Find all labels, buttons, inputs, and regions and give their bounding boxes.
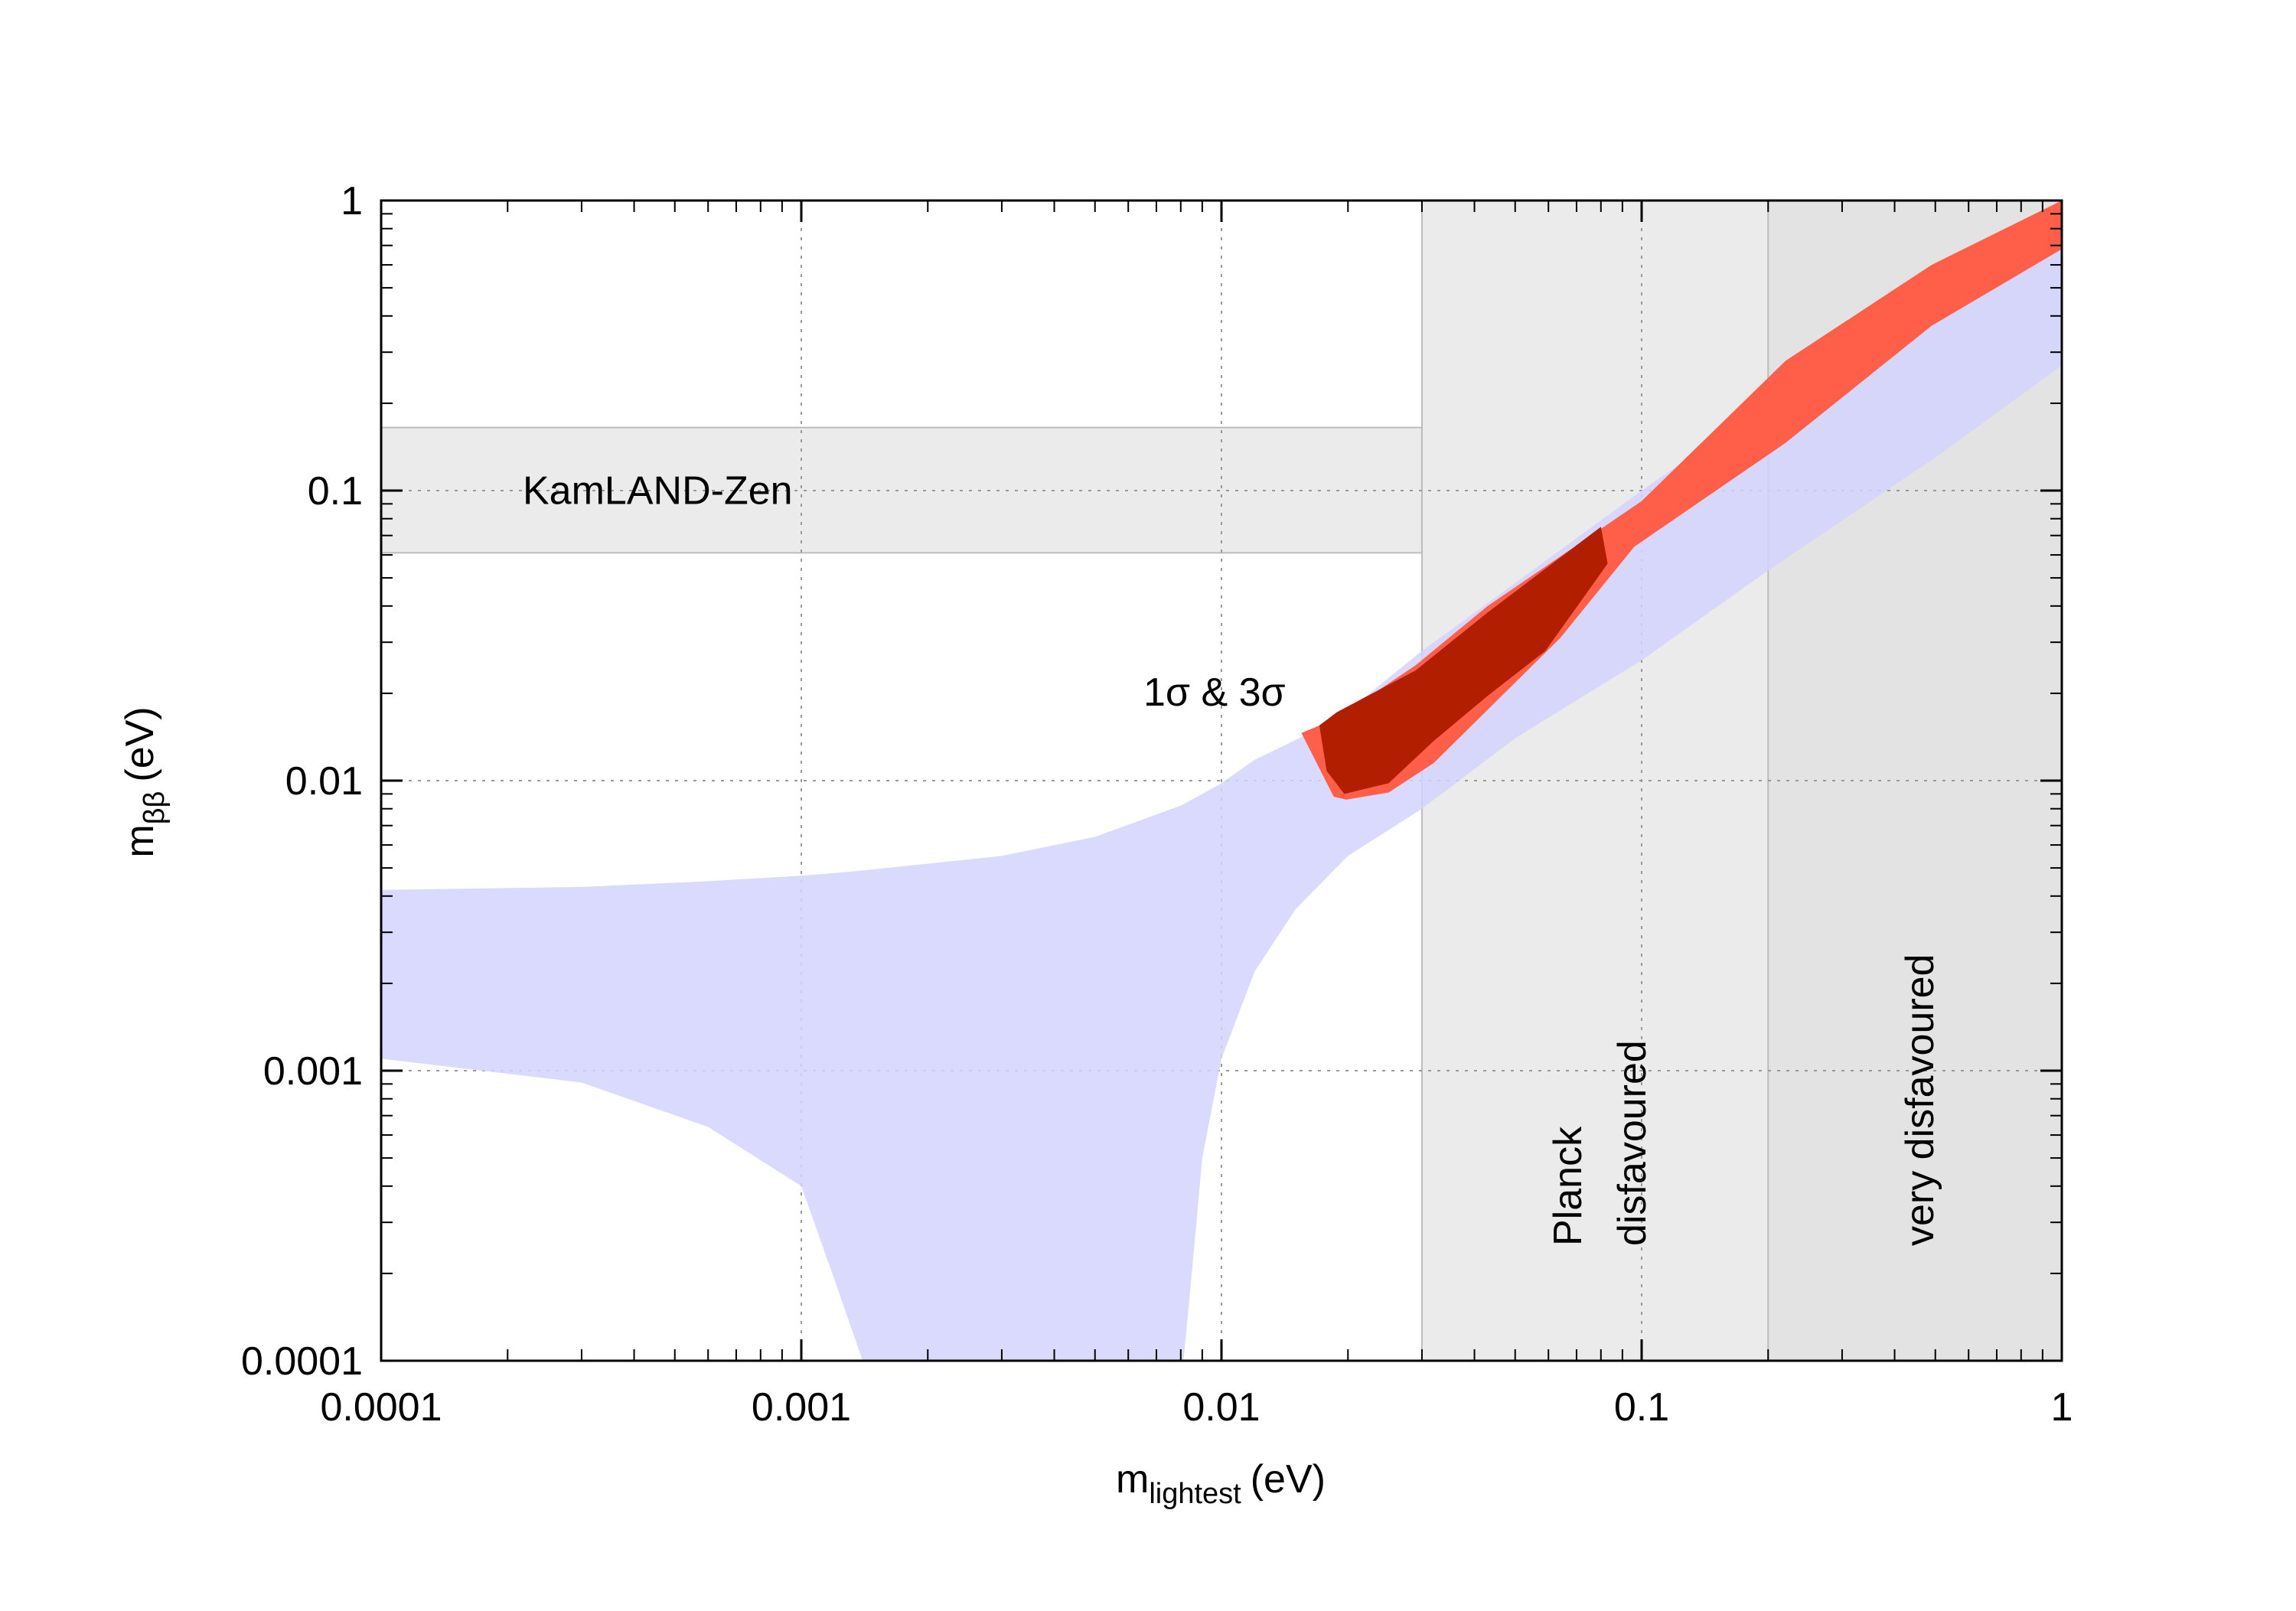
region-label: very disfavoured <box>1898 954 1942 1246</box>
x-axis-label-unit: (eV) <box>1251 1457 1326 1502</box>
x-axis-label: mlightest (eV) <box>1116 1457 1326 1510</box>
x-axis-label-sub: lightest <box>1149 1478 1241 1510</box>
y-axis-label: mββ (eV) <box>118 706 171 857</box>
plot-area <box>381 201 2062 1361</box>
confidence-region <box>1319 527 1608 794</box>
y-tick-label: 0.0001 <box>241 1339 363 1384</box>
region-label: disfavoured <box>1610 1040 1655 1246</box>
y-tick-label: 0.1 <box>308 469 363 514</box>
y-axis-label-main: m <box>118 824 162 857</box>
y-axis-label-sub: ββ <box>139 791 171 825</box>
x-axis-label-main: m <box>1116 1457 1149 1502</box>
y-axis-label-unit: (eV) <box>118 706 162 781</box>
region-label: Planck <box>1546 1126 1590 1246</box>
x-tick-label: 0.0001 <box>320 1385 442 1430</box>
x-tick-label: 0.01 <box>1182 1385 1260 1430</box>
y-tick-label: 0.01 <box>285 759 363 804</box>
region-label: KamLAND-Zen <box>523 468 793 513</box>
x-tick-label: 0.001 <box>752 1385 851 1430</box>
x-tick-label: 0.1 <box>1614 1385 1669 1430</box>
x-tick-label: 1 <box>2051 1385 2073 1430</box>
allowed-band <box>381 204 2062 1361</box>
y-tick-label: 1 <box>341 179 363 223</box>
y-tick-label: 0.001 <box>263 1049 363 1094</box>
annotation: 1σ & 3σ <box>1143 670 1286 715</box>
